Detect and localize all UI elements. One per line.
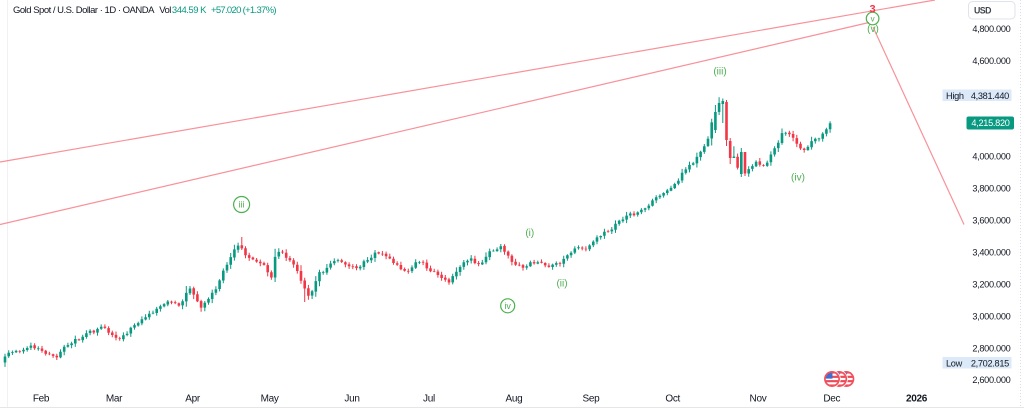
svg-text:3,200.000: 3,200.000	[972, 279, 1010, 289]
svg-text:Jul: Jul	[423, 394, 435, 405]
svg-text:Nov: Nov	[750, 394, 767, 405]
svg-text:2,600.000: 2,600.000	[972, 375, 1010, 385]
svg-text:Oct: Oct	[665, 394, 680, 405]
svg-text:Apr: Apr	[185, 394, 201, 405]
svg-text:Low: Low	[946, 358, 963, 368]
svg-text:(iii): (iii)	[713, 67, 726, 78]
svg-text:Feb: Feb	[33, 394, 50, 405]
svg-text:(iv): (iv)	[791, 173, 805, 184]
svg-text:4,600.000: 4,600.000	[972, 56, 1010, 66]
svg-text:3,400.000: 3,400.000	[972, 247, 1010, 257]
svg-text:iv: iv	[504, 301, 511, 311]
svg-text:4,800.000: 4,800.000	[972, 24, 1010, 34]
svg-text:Mar: Mar	[106, 394, 123, 405]
svg-text:May: May	[261, 394, 279, 405]
svg-text:3,000.000: 3,000.000	[972, 311, 1010, 321]
svg-text:iii: iii	[239, 200, 245, 210]
svg-text:4,000.000: 4,000.000	[972, 152, 1010, 162]
svg-text:Aug: Aug	[506, 394, 523, 405]
svg-text:2026: 2026	[906, 394, 928, 405]
svg-text:Dec: Dec	[823, 394, 840, 405]
svg-text:(v): (v)	[867, 24, 879, 35]
svg-text:4,381.440: 4,381.440	[971, 91, 1009, 101]
svg-text:Sep: Sep	[583, 394, 601, 405]
svg-text:3,800.000: 3,800.000	[972, 184, 1010, 194]
svg-text:4,215.820: 4,215.820	[971, 118, 1009, 128]
svg-text:Jun: Jun	[344, 394, 359, 405]
svg-text:2,800.000: 2,800.000	[972, 343, 1010, 353]
svg-text:v: v	[871, 15, 875, 24]
svg-text:High: High	[946, 91, 964, 101]
svg-text:2,702.815: 2,702.815	[971, 358, 1009, 368]
svg-text:3: 3	[869, 4, 875, 16]
svg-text:USD: USD	[974, 6, 991, 16]
svg-text:Gold Spot / U.S. Dollar · 1D ·: Gold Spot / U.S. Dollar · 1D · OANDA Vol3…	[13, 5, 276, 16]
svg-text:(ii): (ii)	[556, 279, 567, 290]
svg-text:(i): (i)	[525, 228, 534, 239]
svg-text:3,600.000: 3,600.000	[972, 216, 1010, 226]
